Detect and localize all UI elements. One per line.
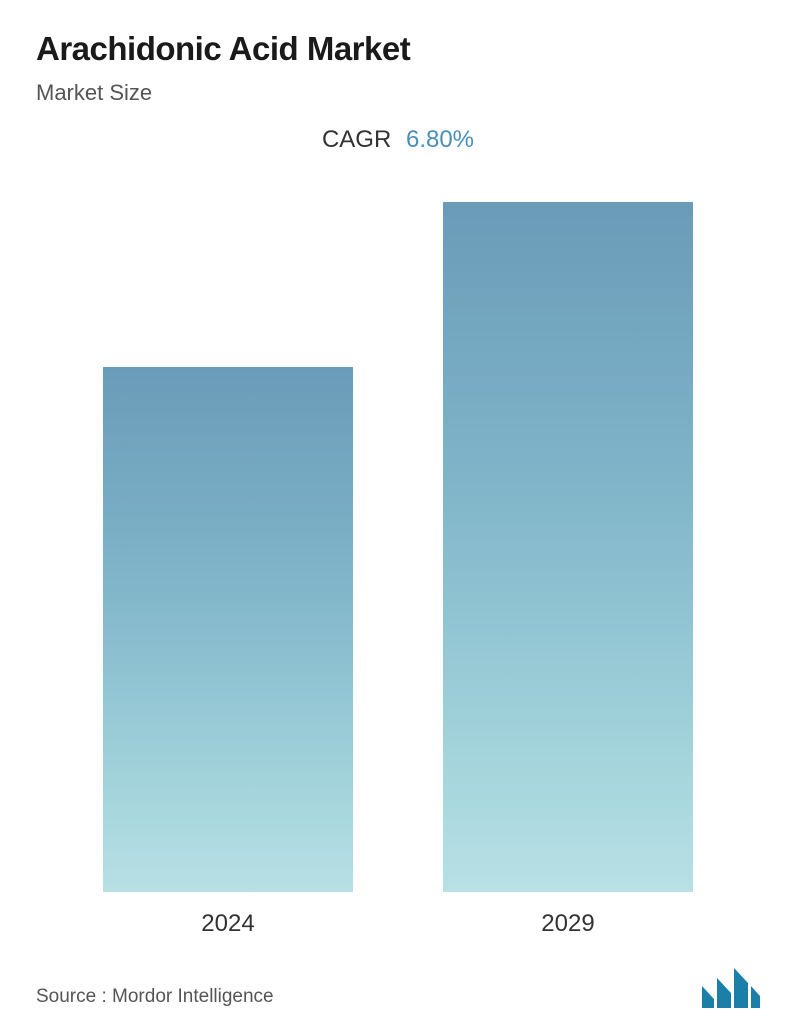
bar-wrap-2024: 2024	[103, 367, 353, 938]
source-text: Source : Mordor Intelligence	[36, 986, 274, 1008]
bar-wrap-2029: 2029	[443, 202, 693, 938]
mordor-logo-icon	[702, 968, 760, 1008]
bar-2024	[103, 367, 353, 892]
chart-area: 2024 2029	[36, 154, 760, 938]
chart-container: Arachidonic Acid Market Market Size CAGR…	[0, 0, 796, 1034]
cagr-row: CAGR 6.80%	[36, 126, 760, 154]
bar-label-2029: 2029	[541, 910, 594, 938]
cagr-label: CAGR	[322, 126, 391, 153]
cagr-value: 6.80%	[406, 126, 474, 153]
bar-label-2024: 2024	[201, 910, 254, 938]
page-title: Arachidonic Acid Market	[36, 30, 760, 68]
page-subtitle: Market Size	[36, 80, 760, 106]
bar-2029	[443, 202, 693, 892]
footer: Source : Mordor Intelligence	[36, 968, 760, 1014]
